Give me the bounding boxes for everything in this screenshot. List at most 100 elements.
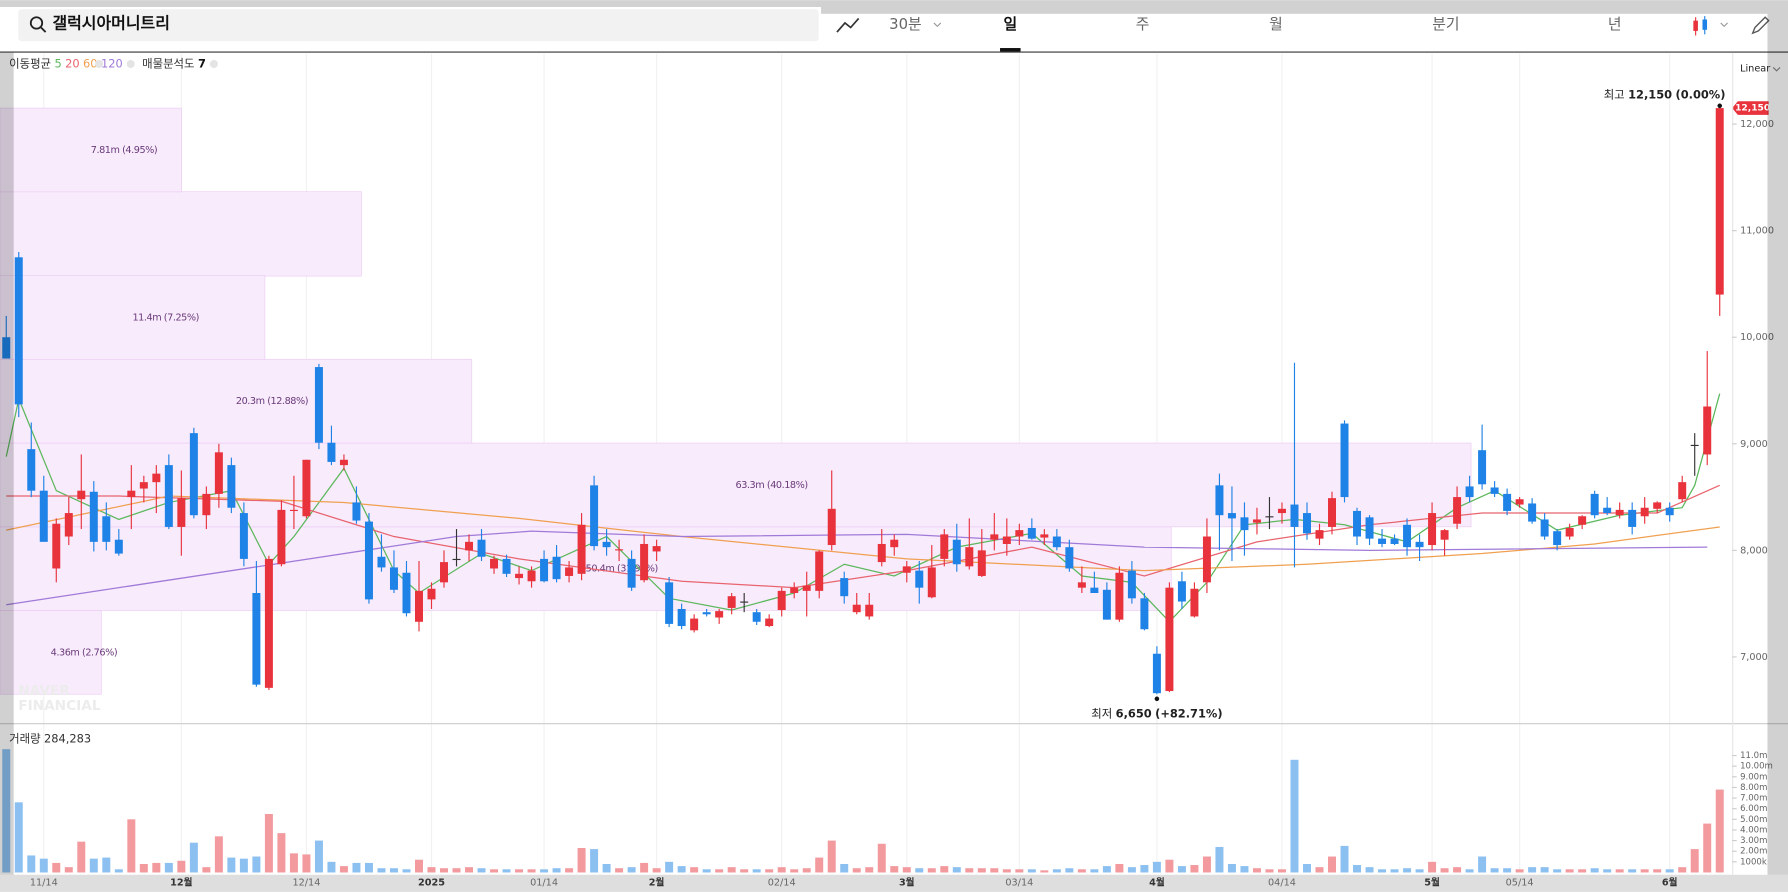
- volume-bar: [965, 868, 974, 873]
- candle-body: [1015, 530, 1024, 537]
- candle: [590, 475, 599, 551]
- candle-body: [890, 539, 899, 548]
- candle-body: [652, 546, 661, 552]
- volume-bar: [1277, 869, 1286, 873]
- x-tick-label: 12월: [170, 877, 192, 889]
- search-text[interactable]: 갤럭시아머니트리: [52, 14, 169, 33]
- tab[interactable]: 주: [1136, 16, 1150, 33]
- candle-body: [352, 502, 361, 521]
- chevron[interactable]: [933, 22, 942, 28]
- volume-bar: [1715, 789, 1724, 873]
- volume-bar: [1390, 869, 1399, 873]
- candle-body: [1315, 530, 1324, 539]
- x-tick-label: 02/14: [768, 878, 796, 889]
- x-tick-label: 11/14: [30, 878, 58, 889]
- tab[interactable]: 월: [1269, 16, 1283, 33]
- candle: [852, 592, 861, 615]
- tab[interactable]: 일: [1003, 16, 1017, 33]
- candle: [840, 571, 849, 604]
- tab[interactable]: 년: [1608, 16, 1622, 33]
- chevron[interactable]: [1772, 67, 1781, 72]
- candle-body: [902, 566, 911, 573]
- candle: [752, 608, 761, 625]
- y-tick-label: 9,000: [1740, 439, 1768, 450]
- candle-icon[interactable]: [1702, 19, 1708, 30]
- candle-body: [627, 558, 636, 588]
- candle: [927, 545, 936, 599]
- remove-icon[interactable]: [95, 60, 104, 68]
- x-tick-label: 04/14: [1268, 878, 1296, 889]
- volume-bar: [1403, 868, 1412, 873]
- candle: [615, 539, 624, 562]
- overlay-left: [0, 52, 14, 875]
- profile-band: [0, 107, 182, 193]
- search-box[interactable]: [18, 9, 819, 42]
- tab-bar: 30분 일 주 월 분기 년: [889, 16, 1622, 52]
- volume-bar: [1177, 866, 1186, 873]
- volume-bar: [352, 862, 361, 873]
- remove-icon[interactable]: [126, 60, 135, 68]
- volume-bar: [477, 868, 486, 873]
- tab[interactable]: 분기: [1432, 16, 1459, 33]
- candle: [877, 529, 886, 567]
- volume-bar: [227, 857, 236, 873]
- indicator-icon[interactable]: [836, 17, 860, 33]
- volume-bar: [1590, 868, 1599, 873]
- candle-body: [314, 367, 323, 443]
- volume-bar: [1140, 865, 1149, 873]
- volume-bar: [927, 868, 936, 873]
- volume-bar: [490, 869, 499, 873]
- remove-icon[interactable]: [209, 60, 218, 68]
- y-tick-label: 10,000: [1740, 332, 1774, 343]
- candle: [89, 481, 98, 552]
- tab[interactable]: 30분: [889, 16, 921, 33]
- candle-body: [1653, 502, 1662, 509]
- chevron[interactable]: [1720, 22, 1728, 28]
- candle: [527, 566, 536, 588]
- x-tick-label: 05/14: [1506, 878, 1534, 889]
- volume-bar: [527, 869, 536, 873]
- candle: [414, 561, 423, 632]
- candle-body: [189, 433, 198, 516]
- volume-bar: [164, 862, 173, 873]
- candle-body: [2, 337, 11, 359]
- candle: [977, 529, 986, 578]
- candle-body: [490, 558, 499, 569]
- low-marker: [1154, 696, 1160, 702]
- profile-band: [0, 191, 362, 277]
- y-tick-label: 7,000: [1740, 652, 1768, 663]
- volume-bar: [702, 869, 711, 873]
- low-text: 최저: [1091, 706, 1112, 720]
- candle: [1340, 420, 1349, 503]
- candle: [665, 577, 674, 628]
- volume-bar: [1265, 869, 1274, 873]
- volume-bar: [314, 840, 323, 873]
- candle: [1678, 475, 1687, 503]
- candle: [465, 534, 474, 562]
- volume-bar: [815, 857, 824, 873]
- candle-body: [915, 570, 924, 588]
- volume-bar: [1653, 869, 1662, 873]
- y-tick-label: 5.00m: [1740, 815, 1767, 825]
- volume-bar: [52, 862, 61, 873]
- volume-bar: [252, 856, 261, 873]
- candle: [1040, 529, 1049, 546]
- candle: [1603, 497, 1612, 516]
- volume-bar: [865, 867, 874, 873]
- y-tick-label: 9.00m: [1740, 772, 1767, 782]
- candle: [1415, 534, 1424, 562]
- candle-icon[interactable]: [1693, 20, 1698, 31]
- candle-body: [452, 558, 461, 561]
- candle: [14, 251, 23, 418]
- pencil-icon[interactable]: [1751, 16, 1770, 35]
- low-label: 최저 6,650 (+82.71%): [1091, 706, 1222, 720]
- scale-mode[interactable]: Linear: [1740, 64, 1770, 75]
- profile-label: 63.3m (40.18%): [736, 480, 808, 491]
- candle: [727, 592, 736, 615]
- volume-bar: [1315, 867, 1324, 873]
- candle-body: [127, 490, 136, 498]
- candle-body: [14, 257, 23, 405]
- y-tick-label: 11,000: [1740, 226, 1774, 237]
- volume-bar: [565, 868, 574, 873]
